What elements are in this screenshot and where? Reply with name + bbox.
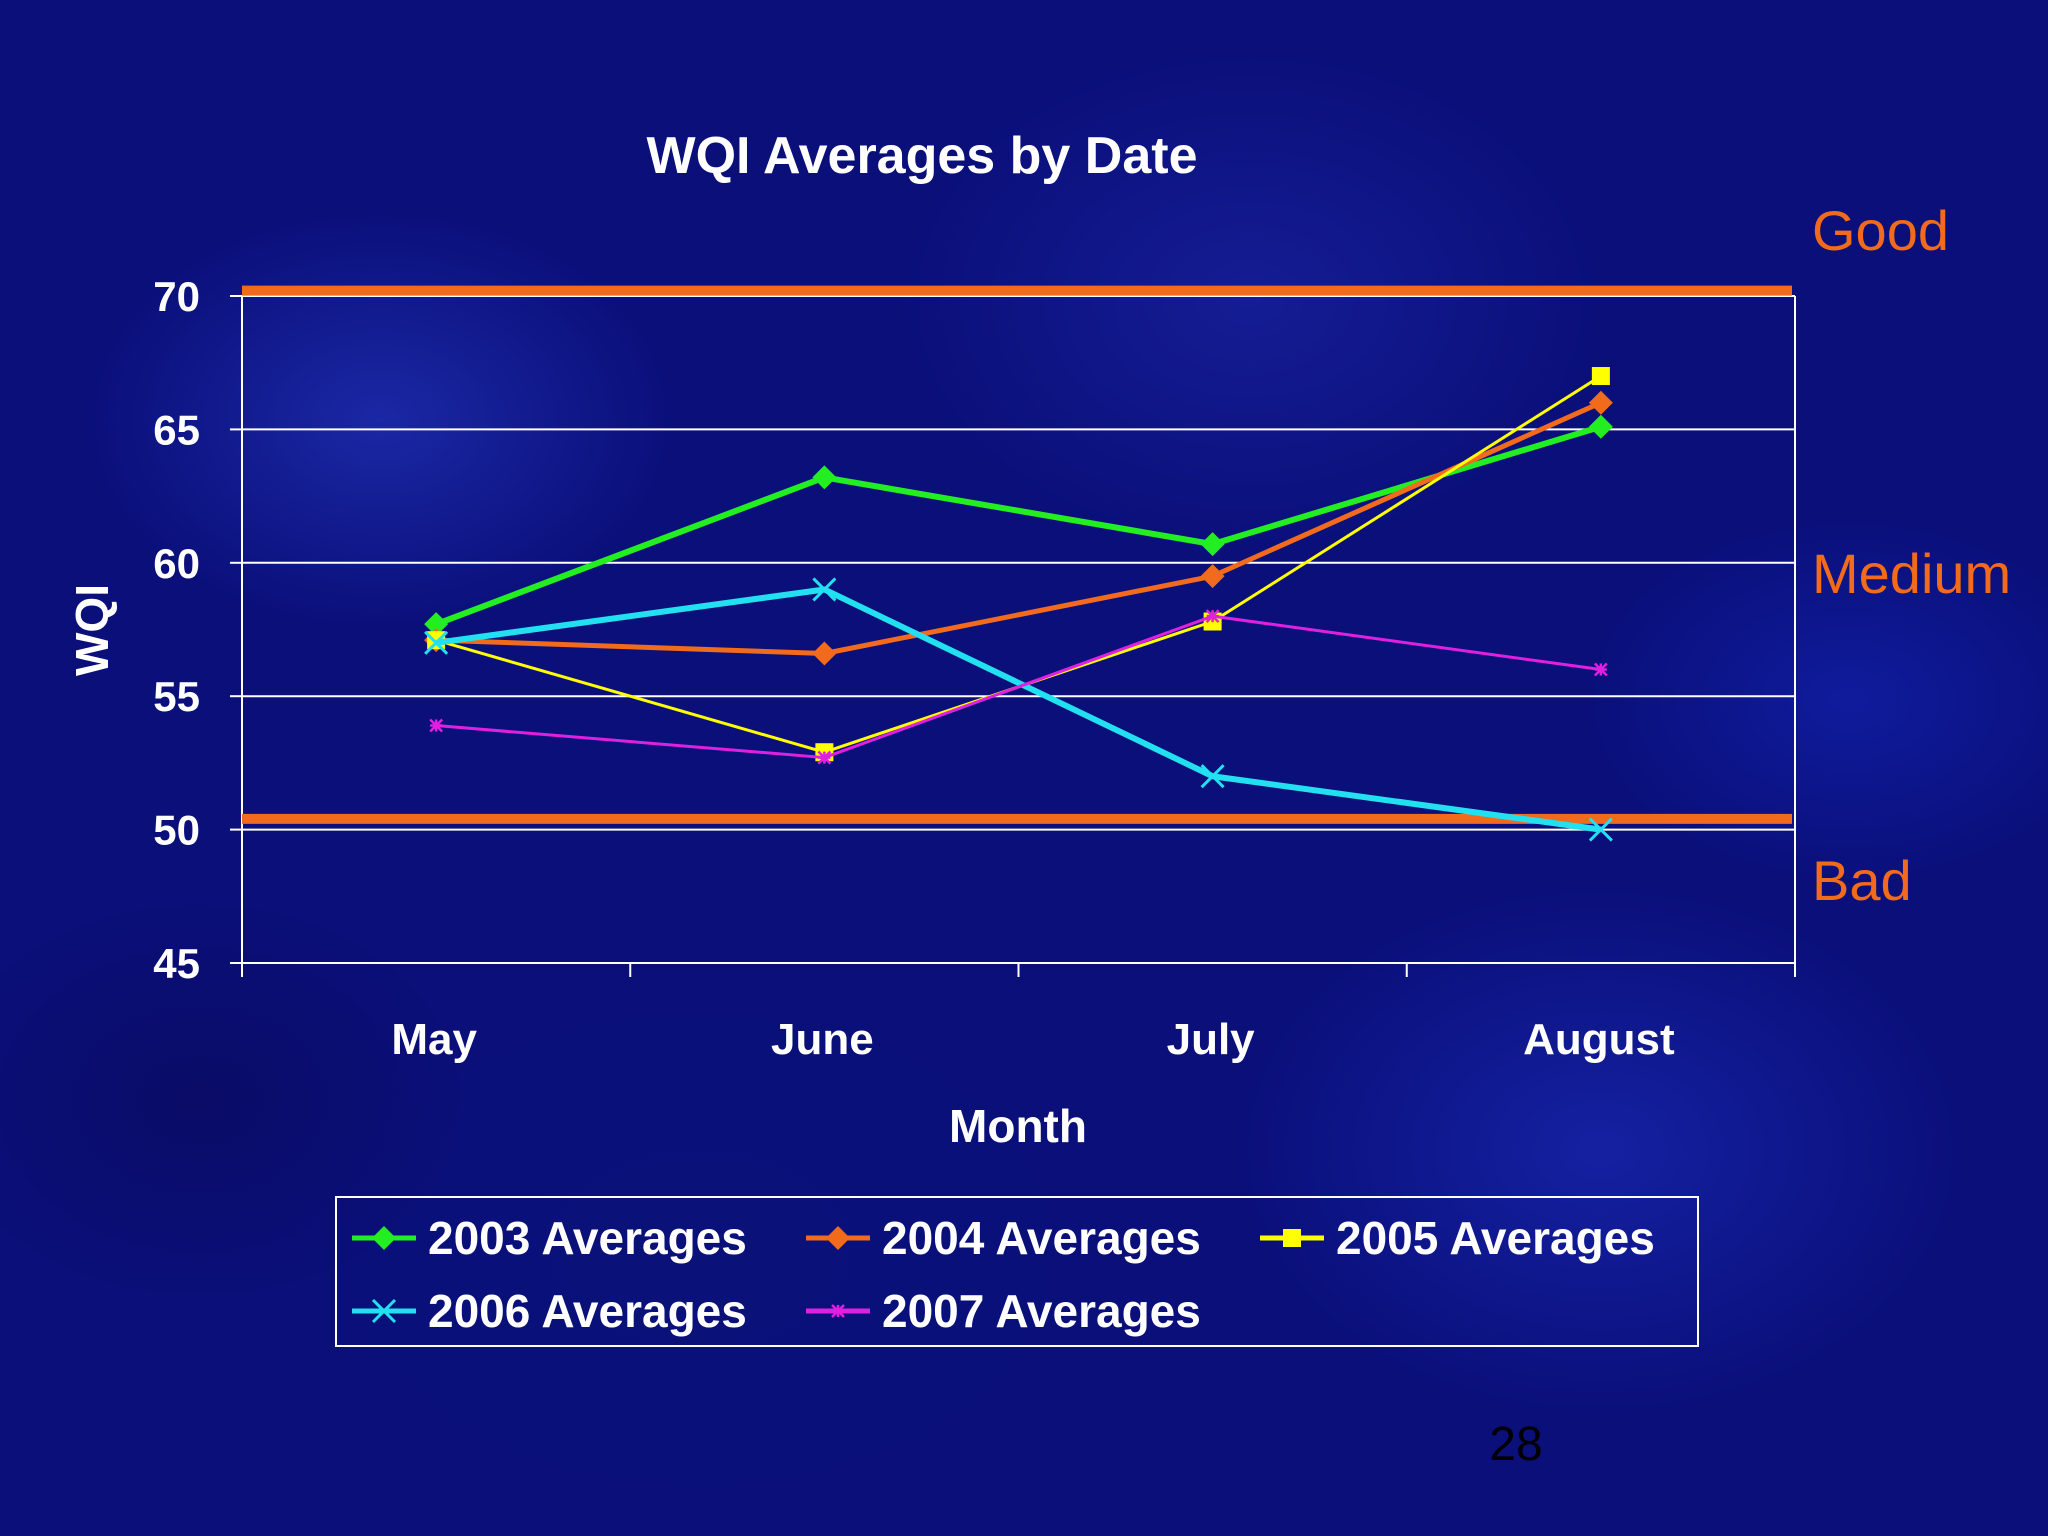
x-tick-label: May bbox=[391, 1015, 477, 1064]
data-point bbox=[429, 718, 444, 733]
legend-swatch-marker bbox=[831, 1304, 845, 1318]
y-tick-label: 55 bbox=[153, 673, 200, 720]
legend-swatch-marker bbox=[1283, 1229, 1301, 1247]
data-point bbox=[1205, 609, 1220, 624]
series-group bbox=[424, 367, 1613, 842]
legend-item: 2003 Averages bbox=[352, 1212, 747, 1264]
series-line bbox=[436, 614, 1602, 760]
band-label-medium: Medium bbox=[1812, 542, 2011, 605]
y-tick-label: 65 bbox=[153, 406, 200, 453]
reference-lines bbox=[242, 285, 1792, 824]
x-axis-title: Month bbox=[949, 1100, 1087, 1152]
band-label-bad: Bad bbox=[1812, 849, 1912, 912]
y-tick-labels: 45 50 55 60 65 70 bbox=[153, 273, 200, 987]
data-point bbox=[424, 612, 449, 637]
legend-item: 2004 Averages bbox=[806, 1212, 1201, 1264]
page-number: 28 bbox=[1489, 1418, 1542, 1471]
legend-swatch-marker bbox=[826, 1226, 850, 1250]
grid-lines bbox=[242, 295, 1795, 964]
series-2004 bbox=[424, 390, 1613, 666]
data-point bbox=[1200, 532, 1225, 557]
x-tick-label: July bbox=[1167, 1015, 1256, 1064]
legend-box bbox=[335, 1196, 1699, 1347]
legend-label: 2006 Averages bbox=[428, 1285, 747, 1337]
data-point bbox=[1588, 414, 1613, 439]
legend-item: 2005 Averages bbox=[1260, 1212, 1655, 1264]
data-point bbox=[812, 641, 837, 666]
series-2006 bbox=[424, 577, 1613, 842]
legend-label: 2007 Averages bbox=[882, 1285, 1201, 1337]
legend-label: 2003 Averages bbox=[428, 1212, 747, 1264]
data-point bbox=[812, 465, 837, 490]
legend: 2003 Averages 2004 Averages 2005 Averages 2… bbox=[335, 1196, 1699, 1347]
chart-title: WQI Averages by Date bbox=[646, 127, 1197, 185]
y-tick-label: 60 bbox=[153, 540, 200, 587]
y-tick-label: 50 bbox=[153, 807, 200, 854]
y-tick-label: 45 bbox=[153, 940, 200, 987]
series-line bbox=[435, 423, 1602, 627]
series-2003 bbox=[424, 414, 1613, 637]
data-point bbox=[812, 577, 837, 602]
data-point bbox=[1200, 564, 1225, 589]
band-label-good: Good bbox=[1812, 199, 1949, 262]
series-line bbox=[436, 400, 1602, 657]
x-tick-labels: May June July August bbox=[391, 1015, 1675, 1064]
legend-label: 2005 Averages bbox=[1336, 1212, 1655, 1264]
y-axis-title: WQI bbox=[66, 584, 118, 676]
legend-swatch-marker bbox=[372, 1226, 396, 1250]
data-point bbox=[1200, 764, 1225, 789]
y-tick-label: 70 bbox=[153, 273, 200, 320]
series-line bbox=[435, 586, 1602, 833]
legend-swatch-marker bbox=[371, 1298, 397, 1324]
data-point bbox=[424, 630, 449, 655]
series-2005 bbox=[427, 367, 1610, 762]
data-point bbox=[1591, 367, 1610, 386]
series-2007 bbox=[429, 609, 1608, 765]
data-point bbox=[1588, 817, 1613, 842]
legend-item: 2006 Averages bbox=[352, 1285, 747, 1337]
data-point bbox=[1593, 662, 1608, 677]
legend-item: 2007 Averages bbox=[806, 1285, 1201, 1337]
axes bbox=[230, 295, 1796, 977]
data-point bbox=[1588, 390, 1613, 415]
data-point bbox=[817, 750, 832, 765]
x-tick-label: August bbox=[1523, 1015, 1675, 1064]
x-tick-label: June bbox=[771, 1015, 874, 1064]
legend-label: 2004 Averages bbox=[882, 1212, 1201, 1264]
